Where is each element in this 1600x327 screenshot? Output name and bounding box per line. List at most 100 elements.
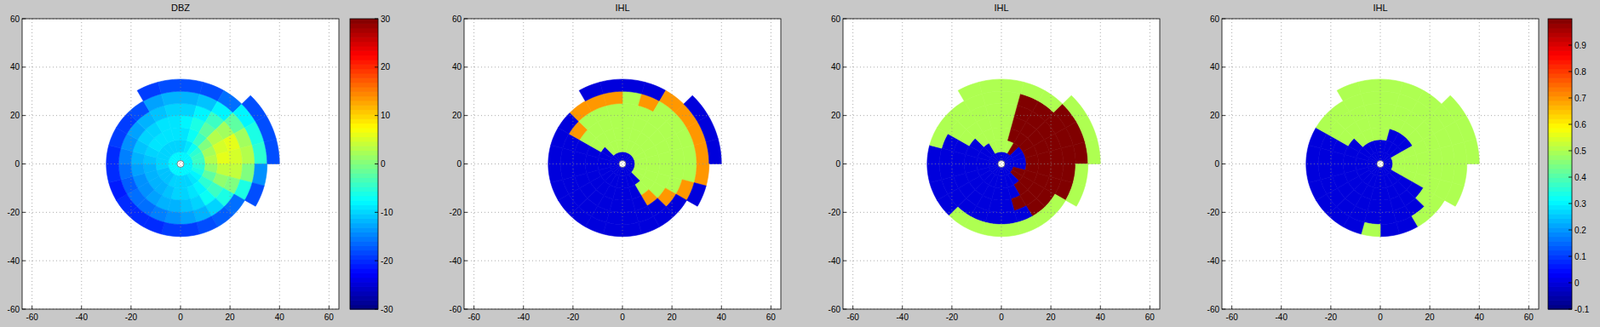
colorbar-step [349,41,379,47]
cell [622,222,643,237]
colorbar-step [1548,204,1572,210]
tick [1380,305,1382,310]
cell [1037,151,1051,165]
colorbar-step [349,281,379,287]
figure: -60-40-200204060-60-40-200204060DBZ-30-2… [0,0,1600,327]
tick [951,305,952,310]
tick [22,114,26,116]
colorbar-step [349,127,379,133]
colorbar-step [1548,96,1572,102]
colorbar-step [1548,18,1572,24]
cell [180,210,197,224]
colorbar-step [1548,291,1572,297]
colorbar-step [1548,177,1572,183]
grid-line [843,114,1160,116]
colorbar-step [1548,227,1572,233]
colorbar-step [1548,299,1572,305]
grid-line [1221,114,1539,116]
cell [1370,127,1381,141]
cell [155,164,169,171]
colorbar-step [1548,190,1572,196]
panel-bg [447,0,798,327]
colorbar-step [1548,182,1572,188]
tick-label: 60 [10,14,21,24]
tick [843,114,847,116]
colorbar-step [1548,281,1572,287]
cell [158,79,181,94]
cell [1360,91,1381,106]
frame [22,18,339,310]
plot-area [464,18,781,310]
grid-line [22,66,339,68]
cell [687,183,707,207]
tick-label: 60 [831,14,842,24]
colorbar-frame [1548,18,1572,310]
cell [1060,144,1076,164]
colorbar-step [1548,145,1572,151]
cell [1380,222,1400,237]
colorbar-step [1548,200,1572,206]
colorbar-step [1548,223,1572,229]
cell [1380,199,1394,213]
colorbar-step [349,168,379,174]
colorbar-step [1548,131,1572,138]
colorbar-step [349,217,379,224]
colorbar-step [1548,213,1572,219]
colorbar-step [349,231,379,237]
cell [985,103,1002,117]
colorbar-step [1548,195,1572,201]
cell [1455,115,1476,143]
colorbar-label: 0 [380,159,386,169]
tick [1221,260,1226,262]
colorbar-step [349,186,379,192]
colorbar-step [1548,277,1572,283]
grid-line [1221,212,1539,213]
tick-label: -20 [1324,312,1338,322]
cell [1066,183,1086,207]
cell [597,164,611,171]
colorbar-step [1548,164,1572,170]
tick-label: -20 [449,207,463,218]
cell [1308,179,1327,201]
colorbar-step [1548,41,1572,47]
cell [131,164,145,178]
tick [1001,305,1003,310]
colorbar-step [349,295,379,301]
colorbar-step [349,227,379,233]
tick-label: -60 [1225,312,1239,322]
colorbar-step [349,45,379,52]
cell [670,148,685,164]
colorbar-step [349,59,379,65]
grid-line [1001,18,1003,310]
colorbar-step [1548,150,1572,156]
colorbar-step [1548,91,1572,97]
tick [572,305,574,310]
colorbar-step [1548,295,1572,301]
colorbar-step [349,91,379,97]
tick-label: -60 [467,312,481,322]
tick [22,163,26,165]
colorbar-step [349,177,379,183]
cell [240,144,255,164]
colorbar-step [349,200,379,206]
colorbar-step [1548,137,1572,143]
cell [1392,157,1406,164]
tick-label: 0 [998,312,1004,322]
tick [1221,66,1226,68]
colorbar-step [349,63,379,69]
colorbar-step [1548,141,1572,147]
colorbar-step [1548,36,1572,42]
colorbar-label: 0 [1574,278,1580,288]
tick [279,305,281,310]
grid-line [22,260,339,262]
tick-label: 20 [452,110,463,121]
cell [1049,148,1064,164]
cell [622,175,630,189]
cell [957,81,982,101]
colorbar-step [349,32,379,38]
tick [1330,305,1331,310]
tick-label: 60 [766,312,777,322]
colorbar-step [1548,55,1572,61]
cell [951,164,966,178]
colorbar-step [349,172,379,178]
